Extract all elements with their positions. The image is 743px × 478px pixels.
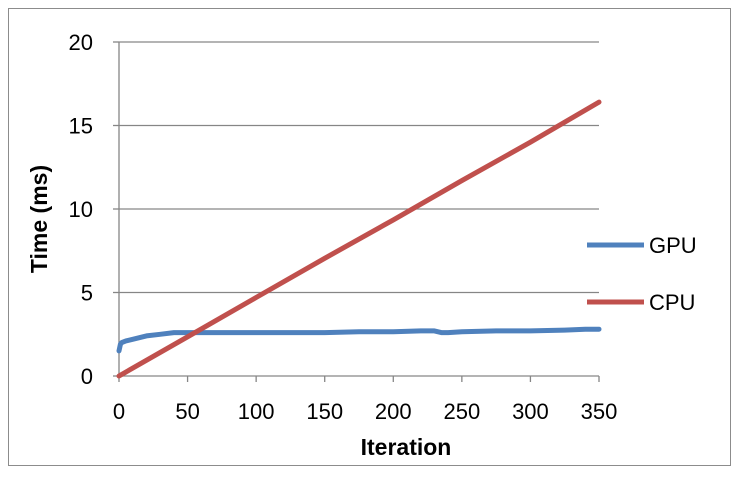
y-axis-title: Time (ms): [26, 165, 52, 273]
y-tick-label: 20: [69, 30, 93, 55]
series-line-gpu: [116, 326, 602, 354]
x-tick-label: 350: [581, 399, 618, 424]
series-lines: [116, 99, 602, 379]
legend-label-cpu: CPU: [649, 290, 695, 315]
x-tick-label: 150: [306, 399, 343, 424]
y-tick-label: 5: [81, 281, 93, 306]
x-tick-label: 300: [512, 399, 549, 424]
chart-frame: 0 5 10 15 20 0 50 100 150 200 250 300 350 GPU CPU It…: [8, 8, 731, 466]
x-axis-title: Iteration: [361, 434, 452, 460]
legend: GPU CPU: [587, 233, 697, 315]
x-tick-label: 200: [375, 399, 412, 424]
x-tick-label: 100: [238, 399, 275, 424]
x-tick-label: 0: [113, 399, 125, 424]
x-tick-label: 250: [443, 399, 480, 424]
legend-label-gpu: GPU: [649, 233, 697, 258]
y-tick-labels: 0 5 10 15 20: [69, 30, 93, 389]
gridlines: [119, 41, 599, 294]
series-line-cpu: [116, 99, 602, 379]
x-tick-label: 50: [175, 399, 199, 424]
x-tick-labels: 0 50 100 150 200 250 300 350: [113, 399, 617, 424]
y-tick-label: 15: [69, 114, 93, 139]
line-chart: 0 5 10 15 20 0 50 100 150 200 250 300 350 GPU CPU It…: [26, 30, 697, 460]
y-tick-label: 0: [81, 364, 93, 389]
y-tick-label: 10: [69, 197, 93, 222]
